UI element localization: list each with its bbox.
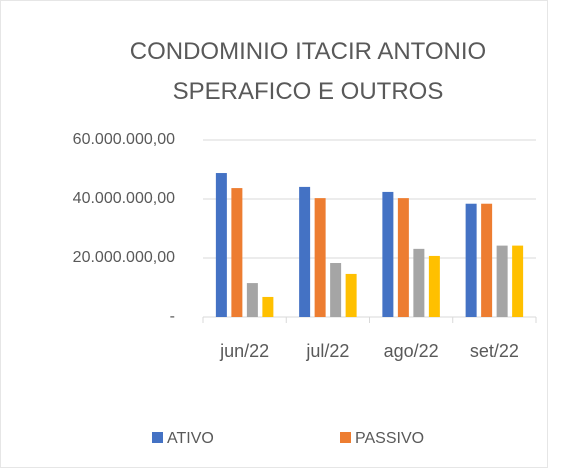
bar xyxy=(512,245,524,317)
bar xyxy=(215,173,227,317)
legend-swatch xyxy=(340,432,351,443)
bar xyxy=(246,283,258,317)
bar xyxy=(262,296,274,317)
x-tick-label: jun/22 xyxy=(219,341,269,361)
x-tick-label: set/22 xyxy=(470,341,519,361)
bar xyxy=(413,248,425,317)
bar xyxy=(397,198,409,317)
bar xyxy=(299,186,311,317)
y-tick-label: 20.000.000,00 xyxy=(73,249,175,266)
chart-border xyxy=(0,0,548,468)
y-tick-label: - xyxy=(170,308,175,325)
legend-swatch xyxy=(152,432,163,443)
x-tick-label: ago/22 xyxy=(384,341,439,361)
bar xyxy=(481,203,493,317)
bar xyxy=(428,255,440,317)
y-tick-label: 60.000.000,00 xyxy=(73,131,175,148)
bar xyxy=(330,263,342,317)
bar xyxy=(465,203,477,317)
bar xyxy=(314,198,326,317)
legend-label: PASSIVO xyxy=(355,430,424,447)
bar xyxy=(382,191,394,317)
legend-label: ATIVO xyxy=(167,430,214,447)
bar xyxy=(496,245,508,317)
chart-title: CONDOMINIO ITACIR ANTONIO SPERAFICO E OU… xyxy=(129,38,487,105)
bar xyxy=(231,188,243,317)
bar xyxy=(345,273,357,317)
x-tick-label: jul/22 xyxy=(305,341,349,361)
y-tick-label: 40.000.000,00 xyxy=(73,190,175,207)
